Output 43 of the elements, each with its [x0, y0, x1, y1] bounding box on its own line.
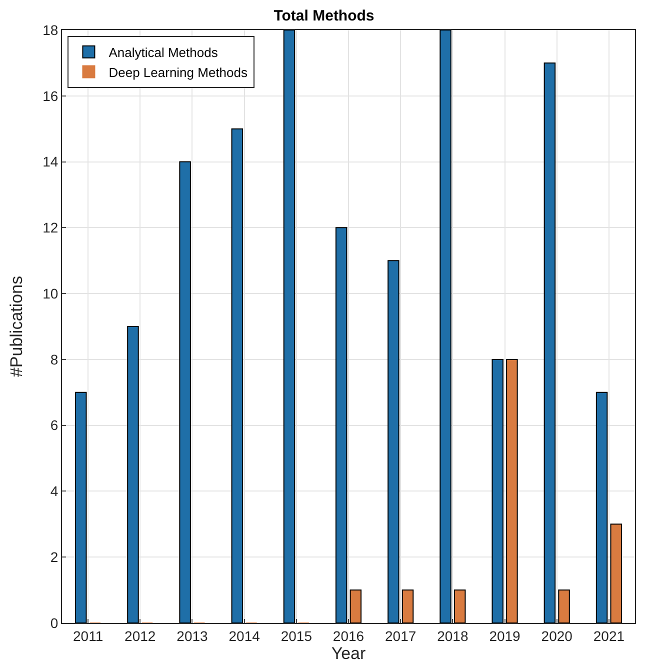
bar — [558, 590, 570, 623]
chart-title: Total Methods — [274, 8, 374, 25]
bar — [492, 358, 504, 623]
y-axis-title: #Publications — [7, 276, 26, 378]
legend-label: Deep Learning Methods — [108, 64, 248, 80]
y-tick-label: 10 — [42, 285, 58, 302]
x-tick-label: 2011 — [72, 628, 104, 644]
bar — [179, 161, 191, 623]
bar — [440, 30, 452, 623]
x-tick-label: 2019 — [489, 628, 521, 644]
y-tick-label: 2 — [50, 549, 58, 566]
bar — [454, 590, 466, 623]
y-tick-label: 0 — [50, 614, 58, 631]
bar — [75, 392, 87, 623]
x-tick-label: 2016 — [332, 628, 364, 644]
y-tick-label: 6 — [50, 417, 58, 434]
y-tick-label: 12 — [42, 220, 58, 236]
y-tick-label: 18 — [42, 22, 58, 38]
y-tick-label: 14 — [42, 154, 58, 170]
x-tick-label: 2014 — [228, 628, 260, 644]
bar — [610, 524, 622, 623]
bar — [127, 326, 139, 623]
x-tick-label: 2015 — [280, 628, 312, 644]
bar — [544, 62, 556, 623]
bar — [283, 30, 296, 623]
x-tick-label: 2017 — [385, 628, 416, 644]
x-tick-label: 2020 — [541, 628, 573, 644]
bar — [231, 128, 244, 623]
bar — [350, 590, 362, 623]
x-tick-label: 2021 — [593, 628, 625, 644]
legend-label: Analytical Methods — [108, 44, 218, 60]
y-tick-label: 4 — [50, 483, 58, 500]
bar — [402, 590, 414, 623]
bar — [596, 392, 608, 623]
y-tick-label: 16 — [42, 88, 58, 104]
bar — [388, 260, 400, 623]
y-tick-label: 8 — [50, 351, 58, 368]
x-tick-label: 2013 — [176, 628, 208, 644]
x-tick-label: 2018 — [437, 628, 468, 644]
bar — [506, 358, 518, 623]
bar — [335, 227, 348, 623]
x-tick-label: 2012 — [124, 628, 156, 644]
x-axis-title: Year — [331, 644, 366, 664]
